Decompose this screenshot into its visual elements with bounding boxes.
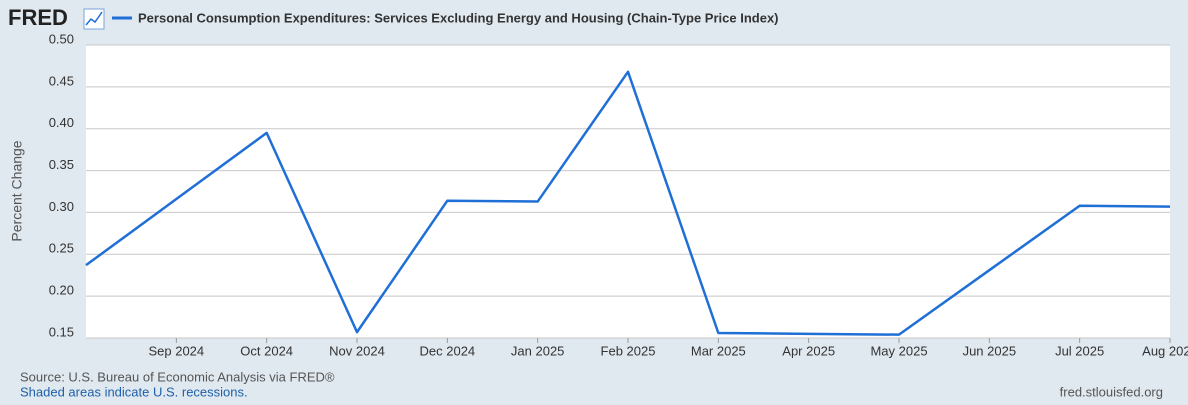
x-tick-label: Aug 2025	[1142, 343, 1188, 358]
logo-icon	[83, 8, 105, 30]
y-tick-label: 0.15	[49, 324, 74, 339]
y-tick-label: 0.40	[49, 115, 74, 130]
y-tick-label: 0.20	[49, 283, 74, 298]
x-tick-label: Feb 2025	[601, 343, 656, 358]
site: fred.stlouisfed.org	[1060, 384, 1163, 399]
y-tick-label: 0.25	[49, 241, 74, 256]
y-tick-label: 0.50	[49, 31, 74, 46]
x-tick-label: May 2025	[870, 343, 927, 358]
x-tick-label: Oct 2024	[240, 343, 293, 358]
line	[85, 70, 1171, 336]
note: Shaded areas indicate U.S. recessions.	[20, 384, 248, 399]
x-tick-label: Jul 2025	[1055, 343, 1104, 358]
y-tick-label: 0.35	[49, 157, 74, 172]
plot-area	[86, 45, 1170, 338]
x-tick-label: Sep 2024	[148, 343, 204, 358]
x-tick-label: Mar 2025	[691, 343, 746, 358]
source: Source: U.S. Bureau of Economic Analysis…	[20, 369, 335, 384]
y-tick-label: 0.45	[49, 73, 74, 88]
legend-label: Personal Consumption Expenditures: Servi…	[138, 10, 779, 25]
logo: FRED	[8, 5, 68, 30]
y-axis-label: Percent Change	[9, 140, 25, 241]
x-tick-label: Jun 2025	[963, 343, 1017, 358]
x-tick-label: Apr 2025	[782, 343, 835, 358]
y-tick-label: 0.30	[49, 199, 74, 214]
x-tick-label: Jan 2025	[511, 343, 565, 358]
x-tick-label: Nov 2024	[329, 343, 385, 358]
x-tick-label: Dec 2024	[420, 343, 476, 358]
